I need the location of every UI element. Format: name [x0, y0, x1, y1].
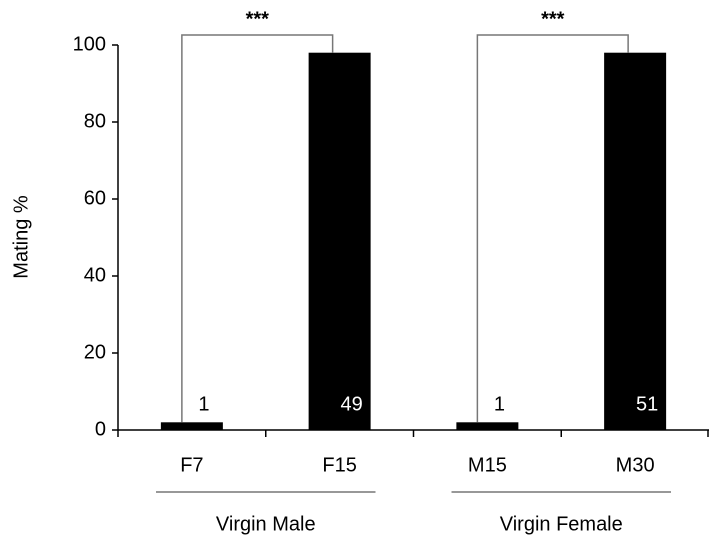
y-tick-label: 40: [84, 264, 106, 286]
bar: [456, 422, 519, 430]
y-tick-label: 60: [84, 187, 106, 209]
group-label: Virgin Female: [500, 513, 623, 535]
bar: [160, 422, 223, 430]
x-tick-label: M30: [616, 454, 655, 476]
bar-label: 49: [341, 393, 363, 415]
y-tick-label: 80: [84, 110, 106, 132]
y-tick-label: 20: [84, 341, 106, 363]
group-label: Virgin Male: [216, 513, 316, 535]
bar: [604, 52, 667, 430]
significance-label: ***: [541, 8, 565, 30]
significance-bracket: [181, 34, 334, 423]
bar-label: 51: [636, 393, 658, 415]
significance-label: ***: [246, 8, 270, 30]
bar: [308, 52, 371, 430]
y-tick-label: 100: [73, 33, 106, 55]
y-tick-label: 0: [95, 418, 106, 440]
significance-bracket: [476, 34, 629, 423]
bar-label: 1: [198, 393, 209, 415]
x-tick-label: F7: [180, 454, 203, 476]
x-tick-label: F15: [322, 454, 356, 476]
y-axis-label: Mating %: [10, 195, 32, 279]
x-tick-label: M15: [468, 454, 507, 476]
bar-label: 1: [494, 393, 505, 415]
